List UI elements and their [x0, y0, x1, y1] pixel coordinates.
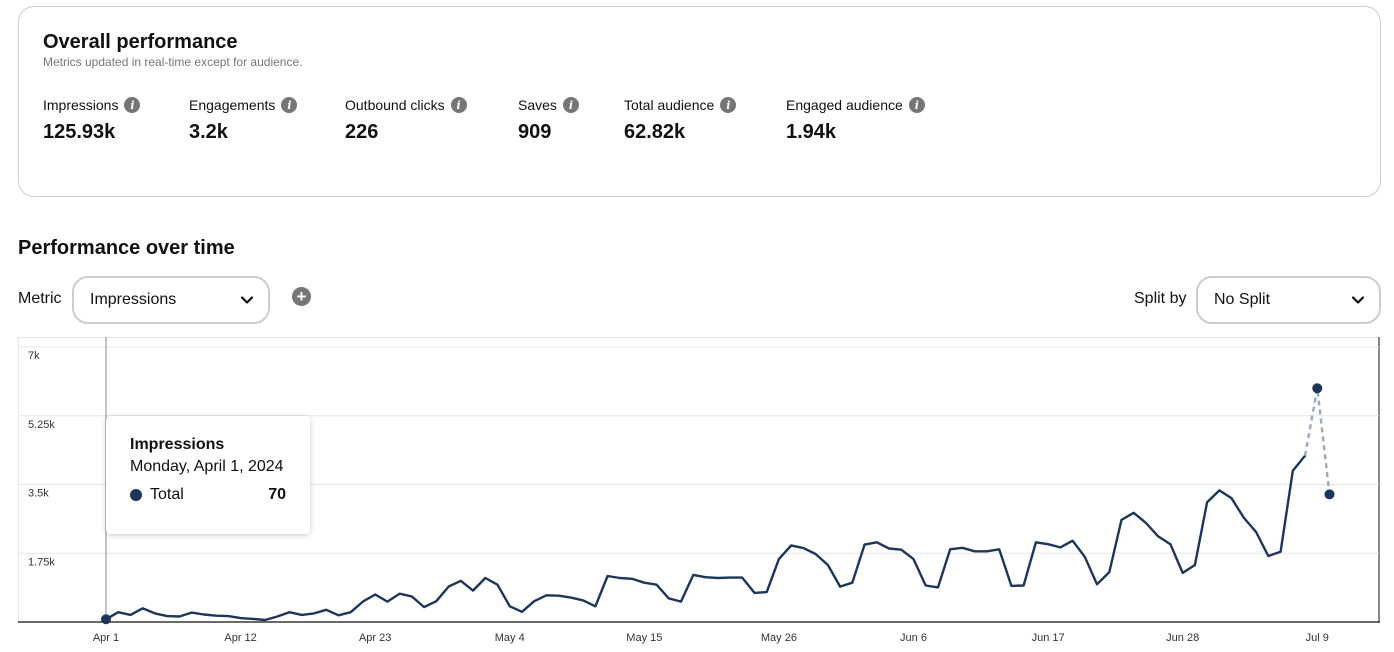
info-icon[interactable]: i [450, 97, 467, 113]
metric-value: 3.2k [189, 121, 228, 143]
overall-performance-card: Overall performance Metrics updated in r… [18, 6, 1381, 197]
split-by-select-value: No Split [1214, 291, 1271, 308]
info-icon[interactable]: i [720, 97, 737, 113]
metric-label: Metric [18, 290, 62, 307]
info-icon[interactable]: i [281, 97, 298, 113]
x-tick-label: Jun 28 [1166, 632, 1199, 644]
x-tick-label: Jul 9 [1306, 632, 1329, 644]
metric-select-value: Impressions [90, 291, 177, 308]
metric-label: Outbound clicks [345, 97, 445, 113]
info-icon[interactable]: i [562, 97, 579, 113]
metric-impressions: Impressions i 125.93k [43, 97, 141, 144]
chart-tooltip: Impressions Monday, April 1, 2024 Total … [106, 416, 310, 534]
performance-over-time-title: Performance over time [18, 237, 235, 259]
metric-label: Engaged audience [786, 97, 903, 113]
overall-performance-title: Overall performance [43, 31, 238, 53]
metric-engagements: Engagements i 3.2k [189, 97, 298, 144]
tooltip-date: Monday, April 1, 2024 [130, 458, 284, 475]
metric-value: 909 [518, 121, 552, 143]
metric-label: Total audience [624, 97, 715, 113]
metric-label: Impressions [43, 97, 119, 113]
x-tick-label: May 26 [761, 632, 797, 644]
projected-point [1312, 383, 1323, 394]
split-by-label: Split by [1134, 290, 1187, 307]
info-icon[interactable]: i [908, 97, 925, 113]
metric-outbound-clicks: Outbound clicks i 226 [345, 97, 467, 144]
x-tick-label: May 15 [626, 632, 662, 644]
x-tick-label: Apr 1 [93, 632, 119, 644]
y-tick-label: 7k [28, 350, 40, 362]
x-tick-label: May 4 [495, 632, 525, 644]
metric-engaged-audience: Engaged audience i 1.94k [786, 97, 925, 144]
series-line-total [104, 454, 1307, 622]
hover-point [101, 614, 111, 625]
series-line-projected [1303, 388, 1331, 495]
series-color-dot [130, 489, 142, 501]
info-icon[interactable]: i [124, 97, 141, 113]
metric-label: Engagements [189, 97, 276, 113]
metric-value: 1.94k [786, 121, 837, 143]
split-by-select[interactable]: No Split [1196, 276, 1381, 324]
x-tick-label: Apr 23 [359, 632, 391, 644]
y-tick-label: 5.25k [28, 419, 55, 431]
metric-saves: Saves i 909 [518, 97, 579, 144]
metric-total-audience: Total audience i 62.82k [624, 97, 737, 144]
tooltip-row: Total 70 [130, 486, 286, 504]
tooltip-series-value: 70 [268, 486, 286, 503]
metric-label: Saves [518, 97, 557, 113]
x-tick-label: Apr 12 [224, 632, 256, 644]
metric-value: 62.82k [624, 121, 686, 143]
metric-select[interactable]: Impressions [72, 276, 270, 324]
projected-point [1324, 489, 1335, 500]
add-circle-icon[interactable]: + [292, 287, 311, 306]
y-tick-label: 1.75k [28, 556, 55, 568]
metric-value: 125.93k [43, 121, 116, 143]
y-tick-label: 3.5k [28, 488, 49, 500]
chevron-down-icon [1351, 293, 1365, 307]
x-tick-label: Jun 17 [1032, 632, 1065, 644]
tooltip-title: Impressions [130, 436, 225, 453]
tooltip-series-name: Total [150, 486, 184, 503]
metric-value: 226 [345, 121, 379, 143]
x-tick-label: Jun 6 [900, 632, 927, 644]
overall-performance-subtitle: Metrics updated in real-time except for … [43, 55, 303, 69]
chevron-down-icon [240, 293, 254, 307]
